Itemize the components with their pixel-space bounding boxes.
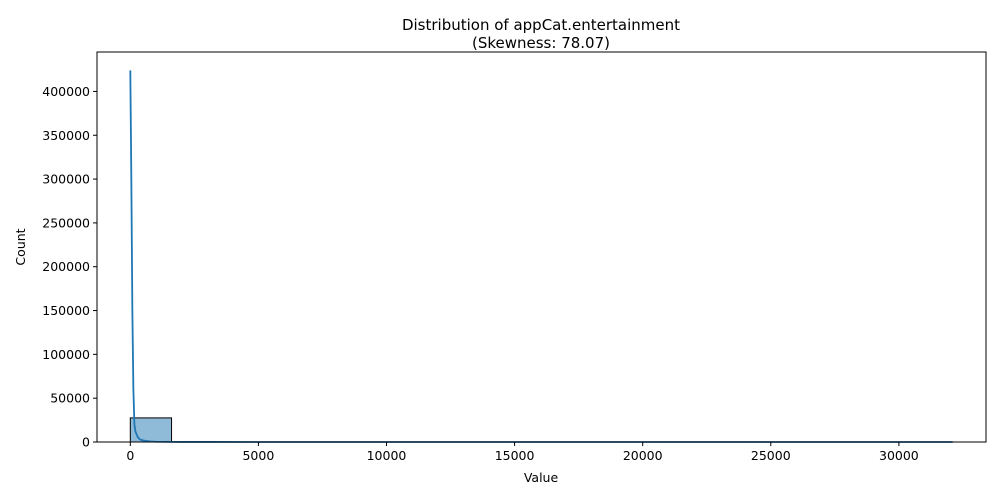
x-tick-label-3: 15000 xyxy=(495,448,535,463)
chart-title: Distribution of appCat.entertainment xyxy=(402,16,680,34)
x-tick-label-1: 5000 xyxy=(242,448,274,463)
x-tick-label-5: 25000 xyxy=(751,448,791,463)
y-tick-label-6: 300000 xyxy=(42,172,90,187)
kde-line xyxy=(129,70,953,443)
y-tick-label-1: 50000 xyxy=(50,391,90,406)
y-axis-ticks: 0 50000 100000 150000 200000 250000 300000 3500… xyxy=(42,84,97,450)
y-tick-label-7: 350000 xyxy=(42,128,90,143)
y-tick-label-3: 150000 xyxy=(42,303,90,318)
x-tick-label-0: 0 xyxy=(126,448,134,463)
x-tick-label-6: 30000 xyxy=(879,448,919,463)
y-tick-label-2: 100000 xyxy=(42,347,90,362)
x-tick-label-4: 20000 xyxy=(623,448,663,463)
x-axis-label: Value xyxy=(524,470,559,485)
kde-curve-group xyxy=(129,70,953,443)
axes-frame xyxy=(96,51,987,443)
y-tick-label-4: 200000 xyxy=(42,259,90,274)
x-axis-ticks: 0 5000 10000 15000 20000 25000 30000 xyxy=(126,442,919,463)
y-tick-label-5: 250000 xyxy=(42,215,90,230)
x-tick-label-2: 10000 xyxy=(367,448,407,463)
chart-subtitle: (Skewness: 78.07) xyxy=(472,34,610,52)
y-tick-label-8: 400000 xyxy=(42,84,90,99)
histogram-bars xyxy=(129,417,173,443)
y-axis-label: Count xyxy=(13,228,28,265)
y-tick-label-0: 0 xyxy=(82,435,90,450)
histogram-bar-0 xyxy=(129,417,173,443)
